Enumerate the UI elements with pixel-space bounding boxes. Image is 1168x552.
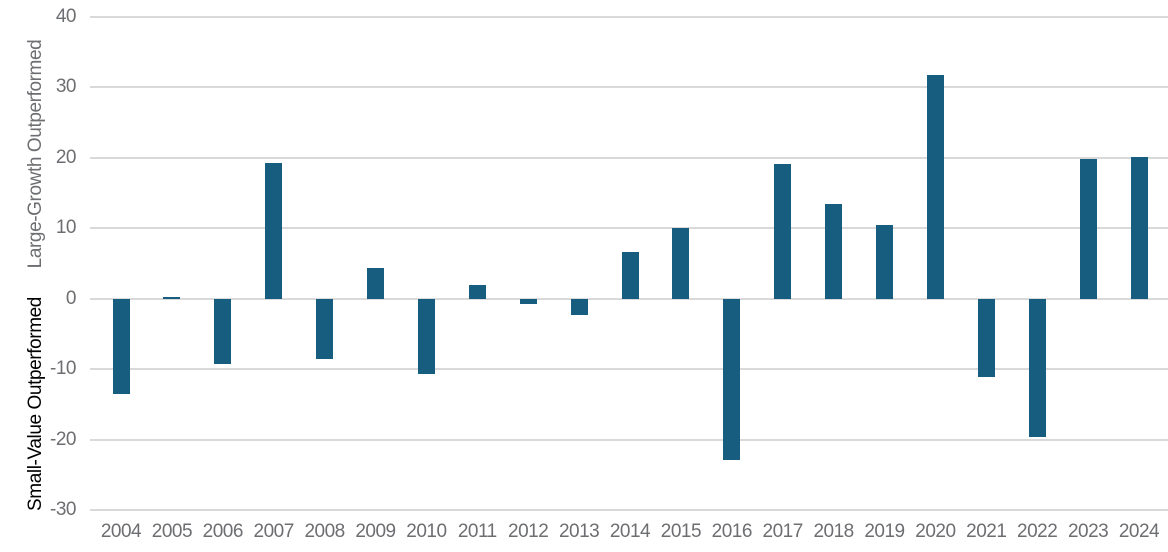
bar-2014	[621, 252, 639, 299]
x-tick-label-2018: 2018	[813, 521, 854, 542]
y-axis-label-negative: Small-Value Outperformed	[25, 297, 46, 511]
bar-2024	[1130, 157, 1148, 299]
x-tick-label-2004: 2004	[100, 521, 142, 542]
y-tick-label-0: 0	[65, 287, 77, 309]
y-tick-label-10: 10	[55, 217, 77, 239]
x-tick-label-2023: 2023	[1067, 521, 1109, 542]
bar-2012	[519, 298, 537, 304]
y-tick-label--20: -20	[50, 428, 76, 450]
x-tick-label-2006: 2006	[202, 521, 244, 542]
x-tick-label-2005: 2005	[151, 521, 193, 542]
x-tick-label-2008: 2008	[304, 521, 345, 542]
x-tick-label-2019: 2019	[864, 521, 905, 542]
x-tick-label-2021: 2021	[966, 521, 1007, 542]
bar-2004	[112, 298, 130, 394]
x-tick-label-2014: 2014	[609, 521, 651, 542]
bar-2022	[1028, 298, 1046, 437]
bar-2019	[876, 225, 893, 299]
gridline-y-0	[90, 297, 1168, 300]
x-tick-label-2015: 2015	[660, 521, 702, 542]
x-tick-label-2017: 2017	[762, 521, 804, 542]
gridline-y--10	[90, 368, 1168, 371]
bar-2020	[926, 74, 944, 299]
x-tick-label-2009: 2009	[355, 521, 396, 542]
y-tick-label-30: 30	[55, 76, 77, 98]
x-tick-label-2016: 2016	[711, 521, 753, 542]
x-tick-label-2011: 2011	[457, 521, 497, 542]
bar-2010	[417, 298, 435, 375]
x-tick-label-2007: 2007	[253, 521, 295, 542]
bar-2006	[214, 298, 232, 365]
gridline-y-20	[90, 156, 1168, 159]
x-tick-label-2024: 2024	[1118, 521, 1160, 542]
y-tick-label-20: 20	[55, 146, 77, 168]
x-tick-label-2022: 2022	[1017, 521, 1058, 542]
bar-2009	[367, 268, 384, 299]
bar-2015	[672, 227, 690, 299]
y-tick-label--10: -10	[50, 358, 76, 380]
gridline-y-30	[90, 86, 1168, 89]
gridline-y--20	[90, 438, 1168, 441]
x-tick-label-2013: 2013	[558, 521, 600, 542]
bar-2011	[468, 285, 486, 299]
y-tick-label-40: 40	[55, 6, 77, 27]
bar-2005	[163, 296, 181, 299]
y-tick-label--30: -30	[50, 499, 76, 520]
bar-2021	[977, 298, 995, 377]
x-tick-label-2012: 2012	[508, 521, 549, 542]
bar-2023	[1079, 158, 1097, 299]
gridline-y-10	[90, 227, 1168, 230]
bar-2008	[316, 298, 334, 359]
bar-2018	[825, 204, 843, 299]
gridline-y-40	[90, 16, 1168, 18]
bar-2016	[723, 298, 741, 460]
gridline-y--30	[90, 509, 1168, 511]
bar-2013	[570, 298, 588, 315]
bar-2017	[774, 164, 792, 299]
bar-2007	[265, 162, 283, 299]
x-tick-label-2010: 2010	[406, 521, 447, 542]
x-tick-label-2020: 2020	[915, 521, 956, 542]
